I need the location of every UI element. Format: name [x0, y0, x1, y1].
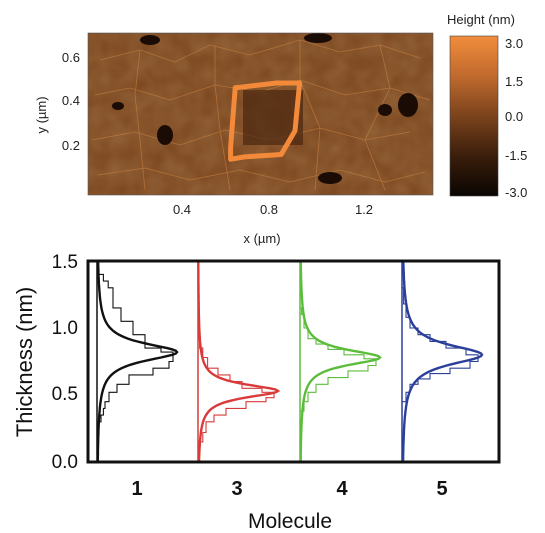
- hist-y-axis-label: Thickness (nm): [12, 287, 37, 437]
- afm-y-tick: 0.4: [62, 93, 80, 108]
- colorbar-tick: 0.0: [505, 109, 523, 124]
- hist-x-axis-label: Molecule: [248, 510, 332, 533]
- hist-fit-3: [197, 261, 281, 463]
- colorbar-tick: 3.0: [505, 36, 523, 51]
- colorbar-tick: -1.5: [505, 148, 527, 163]
- hist-x-tick: 1: [131, 478, 142, 500]
- colorbar-title: Height (nm): [447, 12, 515, 27]
- hist-fit-5: [401, 261, 484, 462]
- colorbar-frame: [449, 35, 499, 197]
- afm-x-tick: 0.8: [260, 202, 278, 217]
- afm-x-tick: 1.2: [355, 202, 373, 217]
- dark-pits: [112, 33, 418, 184]
- afm-y-tick: 0.2: [62, 138, 80, 153]
- hist-y-tick: 1.0: [52, 318, 78, 339]
- hist-x-tick: 5: [436, 478, 447, 500]
- afm-y-tick: 0.6: [62, 50, 80, 65]
- hist-bars-1: [97, 267, 174, 423]
- hist-bars-3: [198, 338, 275, 443]
- highlighted-trapezoid: [228, 80, 303, 162]
- colorbar-tick: -3.0: [505, 185, 527, 200]
- hist-bars-4: [300, 307, 377, 412]
- hist-fit-1: [96, 261, 179, 462]
- colorbar-tick: 1.5: [505, 74, 523, 89]
- hist-plot-frame: [86, 259, 501, 464]
- hist-y-tick: 0.0: [52, 452, 78, 473]
- afm-x-tick: 0.4: [173, 202, 191, 217]
- hist-x-tick: 4: [336, 478, 348, 500]
- afm-y-axis-label: y (µm): [34, 96, 49, 133]
- hist-y-tick: 0.5: [52, 384, 78, 405]
- afm-height-image: 0.6 0.4 0.2 y (µm) 0.4 0.8 1.2 x (µm) He…: [34, 12, 527, 246]
- hist-x-tick: 3: [231, 478, 242, 500]
- thickness-histogram-chart: Thickness (nm) 1.5 1.0 0.5 0.0 1 3 4 5 M…: [12, 252, 501, 533]
- hist-y-tick: 1.5: [52, 252, 78, 273]
- colorbar: [450, 36, 498, 196]
- afm-frame: [87, 32, 434, 196]
- afm-x-axis-label: x (µm): [243, 231, 280, 246]
- hist-fit-4: [299, 260, 382, 463]
